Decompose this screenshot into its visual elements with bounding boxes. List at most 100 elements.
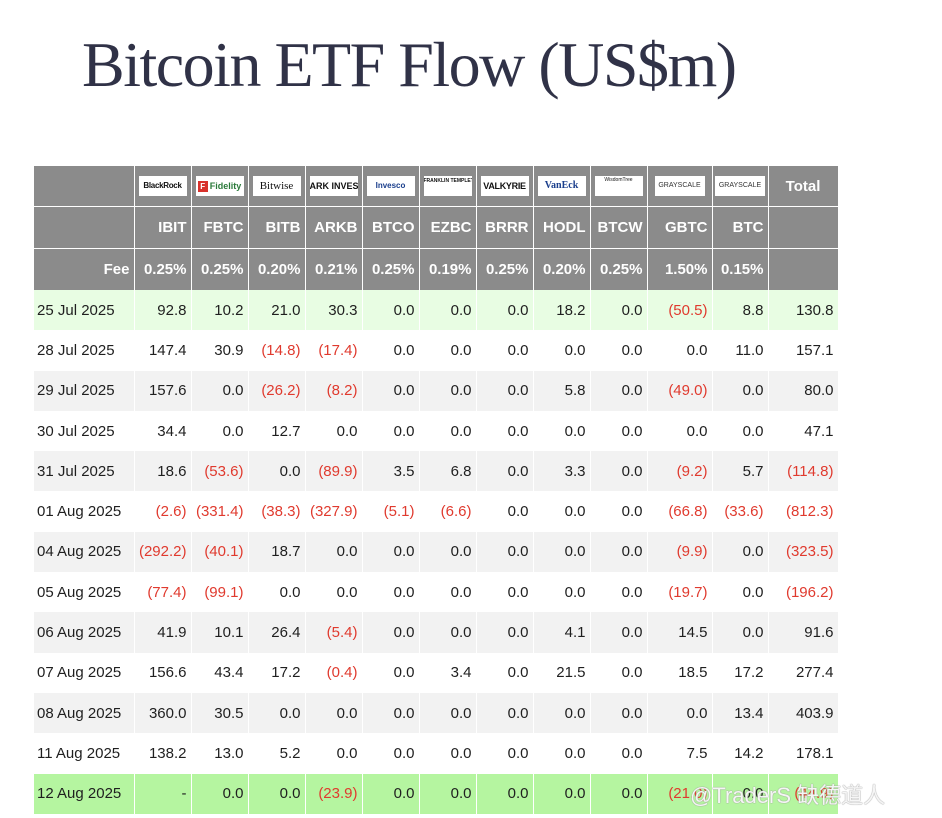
total-cell: (44.9): [768, 773, 839, 814]
flow-cell: (23.9): [305, 773, 363, 814]
flow-cell: 0.0: [590, 531, 648, 573]
flow-cell: 0.0: [476, 572, 534, 613]
date-cell: 29 Jul 2025: [34, 370, 135, 411]
ticker-cell: BTCO: [362, 206, 420, 249]
flow-cell: 0.0: [590, 652, 648, 693]
table-row: 06 Aug 2025 41.9 10.1 26.4 (5.4) 0.0 0.0 0.0 4.1…: [34, 612, 839, 653]
date-cell: 30 Jul 2025: [34, 410, 135, 452]
table-body: 25 Jul 2025 92.8 10.2 21.0 30.3 0.0 0.0 0.0 18.2…: [34, 290, 839, 814]
table-row: 30 Jul 2025 34.4 0.0 12.7 0.0 0.0 0.0 0.0 0.0 0.0…: [34, 410, 839, 452]
total-cell: (812.3): [768, 491, 839, 532]
flow-cell: (8.2): [305, 370, 363, 411]
flow-cell: 0.0: [362, 572, 420, 613]
flow-cell: 0.0: [419, 330, 477, 371]
flow-cell: (89.9): [305, 451, 363, 492]
table-row: 05 Aug 2025 (77.4) (99.1) 0.0 0.0 0.0 0.0 0.0 0.…: [34, 572, 839, 613]
flow-cell: (66.8): [647, 491, 713, 532]
page-title: Bitcoin ETF Flow (US$m): [82, 29, 737, 100]
date-cell: 31 Jul 2025: [34, 451, 135, 492]
flow-cell: 5.8: [533, 370, 591, 411]
total-cell: (114.8): [768, 451, 839, 492]
date-cell: 12 Aug 2025: [34, 773, 135, 814]
flow-cell: 0.0: [590, 290, 648, 331]
date-cell: 28 Jul 2025: [34, 330, 135, 371]
fee-cell: 0.25%: [191, 248, 249, 290]
ticker-row: IBIT FBTC BITB ARKB BTCO EZBC BRRR HODL …: [34, 206, 839, 249]
flow-cell: (292.2): [134, 531, 192, 573]
flow-cell: 13.0: [191, 733, 249, 774]
fidelity-logo: F Fidelity: [191, 166, 249, 207]
table-row: 07 Aug 2025 156.6 43.4 17.2 (0.4) 0.0 3.4 0.0 21…: [34, 652, 839, 693]
total-cell: 157.1: [768, 330, 839, 371]
flow-cell: 0.0: [305, 733, 363, 774]
ticker-cell: BITB: [248, 206, 306, 249]
ticker-cell: BTCW: [590, 206, 648, 249]
ticker-cell: BRRR: [476, 206, 534, 249]
flow-cell: 0.0: [419, 370, 477, 411]
flow-cell: 0.0: [362, 773, 420, 814]
flow-cell: 30.3: [305, 290, 363, 331]
flow-cell: 34.4: [134, 410, 192, 452]
flow-cell: 0.0: [712, 531, 769, 573]
flow-cell: 8.8: [712, 290, 769, 331]
flow-cell: 0.0: [362, 370, 420, 411]
total-cell: 47.1: [768, 410, 839, 452]
flow-cell: 0.0: [476, 491, 534, 532]
flow-cell: 0.0: [362, 410, 420, 452]
flow-cell: 11.0: [712, 330, 769, 371]
flow-cell: 0.0: [419, 290, 477, 331]
flow-cell: 0.0: [647, 410, 713, 452]
invesco-logo: Invesco: [362, 166, 420, 207]
flow-cell: (331.4): [191, 491, 249, 532]
flow-cell: (2.6): [134, 491, 192, 532]
flow-cell: 0.0: [419, 531, 477, 573]
flow-cell: (21.0): [647, 773, 713, 814]
flow-cell: 92.8: [134, 290, 192, 331]
ticker-cell: BTC: [712, 206, 769, 249]
flow-cell: (19.7): [647, 572, 713, 613]
total-cell: 277.4: [768, 652, 839, 693]
table-row: 04 Aug 2025 (292.2) (40.1) 18.7 0.0 0.0 0.0 0.0…: [34, 531, 839, 573]
flow-cell: 0.0: [419, 410, 477, 452]
ticker-cell: EZBC: [419, 206, 477, 249]
flow-cell: 0.0: [712, 572, 769, 613]
ticker-blank: [768, 206, 839, 249]
ticker-cell: HODL: [533, 206, 591, 249]
flow-cell: 21.5: [533, 652, 591, 693]
flow-cell: 6.8: [419, 451, 477, 492]
flow-cell: 0.0: [533, 410, 591, 452]
total-cell: 91.6: [768, 612, 839, 653]
fee-cell: 0.25%: [590, 248, 648, 290]
flow-cell: 0.0: [476, 451, 534, 492]
flow-cell: 14.2: [712, 733, 769, 774]
date-cell: 08 Aug 2025: [34, 692, 135, 734]
flow-cell: 0.0: [476, 773, 534, 814]
flow-cell: 0.0: [590, 370, 648, 411]
flow-cell: 18.7: [248, 531, 306, 573]
flow-cell: 0.0: [248, 451, 306, 492]
flow-cell: 0.0: [647, 330, 713, 371]
flow-cell: (50.5): [647, 290, 713, 331]
watermark: @TraderS 缺德道人: [690, 783, 886, 808]
flow-cell: 18.6: [134, 451, 192, 492]
total-cell: 130.8: [768, 290, 839, 331]
flow-cell: 0.0: [712, 773, 769, 814]
fee-cell: 0.25%: [134, 248, 192, 290]
flow-cell: 17.2: [712, 652, 769, 693]
flow-cell: 3.3: [533, 451, 591, 492]
table-row: 28 Jul 2025 147.4 30.9 (14.8) (17.4) 0.0 0.0 0.…: [34, 330, 839, 371]
flow-cell: 0.0: [362, 652, 420, 693]
grayscale-gbtc-logo: GRAYSCALE: [647, 166, 713, 207]
table-row: 31 Jul 2025 18.6 (53.6) 0.0 (89.9) 3.5 6.8 0.0 3…: [34, 451, 839, 492]
fee-cell: 0.25%: [362, 248, 420, 290]
ticker-cell: IBIT: [134, 206, 192, 249]
flow-cell: 0.0: [362, 330, 420, 371]
flow-cell: 26.4: [248, 612, 306, 653]
flow-cell: 4.1: [533, 612, 591, 653]
fee-cell: 0.21%: [305, 248, 363, 290]
flow-cell: 0.0: [590, 773, 648, 814]
flow-cell: 0.0: [248, 773, 306, 814]
flow-cell: 0.0: [419, 733, 477, 774]
table-row: 12 Aug 2025-0.0 0.0 (23.9) 0.0 0.0 0.0 0.0 0.0(…: [34, 773, 839, 814]
